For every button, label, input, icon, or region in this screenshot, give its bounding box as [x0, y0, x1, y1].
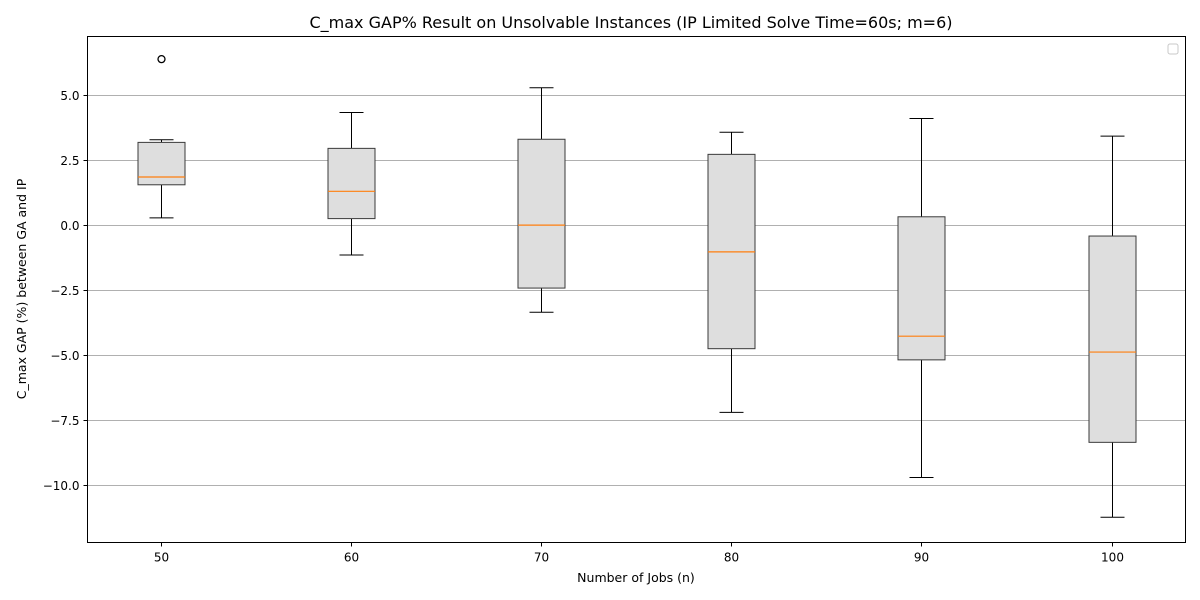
- x-tick-label: 100: [1101, 551, 1124, 565]
- y-tick-label: −5.0: [50, 349, 79, 363]
- iqr-box: [897, 216, 946, 361]
- box-group-n90: [897, 117, 946, 478]
- y-tick-label: −2.5: [50, 284, 79, 298]
- y-tick-label: −10.0: [43, 479, 80, 493]
- iqr-box: [137, 141, 186, 186]
- iqr-box: [1088, 235, 1137, 443]
- y-tick-label: 0.0: [60, 219, 79, 233]
- x-axis-label: Number of Jobs (n): [577, 570, 695, 585]
- box-group-n80: [707, 131, 756, 413]
- x-tick-label: 80: [724, 551, 739, 565]
- y-axis-label: C_max GAP (%) between GA and IP: [14, 178, 29, 399]
- x-tick-label: 70: [534, 551, 549, 565]
- y-tick-label: 2.5: [60, 154, 79, 168]
- box-group-n50: [137, 54, 186, 219]
- x-tick-label: 60: [344, 551, 359, 565]
- y-tick-label: 5.0: [60, 89, 79, 103]
- x-tick-label: 50: [154, 551, 169, 565]
- grid-lines: [87, 95, 1186, 486]
- box-group-n60: [327, 111, 376, 256]
- box-series: [137, 54, 1137, 518]
- outlier-point: [157, 54, 166, 64]
- x-tick-label: 90: [914, 551, 929, 565]
- box-group-n100: [1088, 135, 1137, 518]
- y-tick-label: −7.5: [50, 414, 79, 428]
- plot-frame: [87, 36, 1186, 543]
- iqr-box: [517, 138, 566, 289]
- axis-ticks: −10.0 −7.5 −5.0 −2.5 0.0 2.5 5.0 50 60 70 80 90 100: [43, 89, 1124, 565]
- empty-legend-box: [1167, 43, 1179, 55]
- iqr-box: [327, 147, 376, 220]
- box-group-n70: [517, 87, 566, 313]
- chart-title: C_max GAP% Result on Unsolvable Instance…: [309, 13, 952, 33]
